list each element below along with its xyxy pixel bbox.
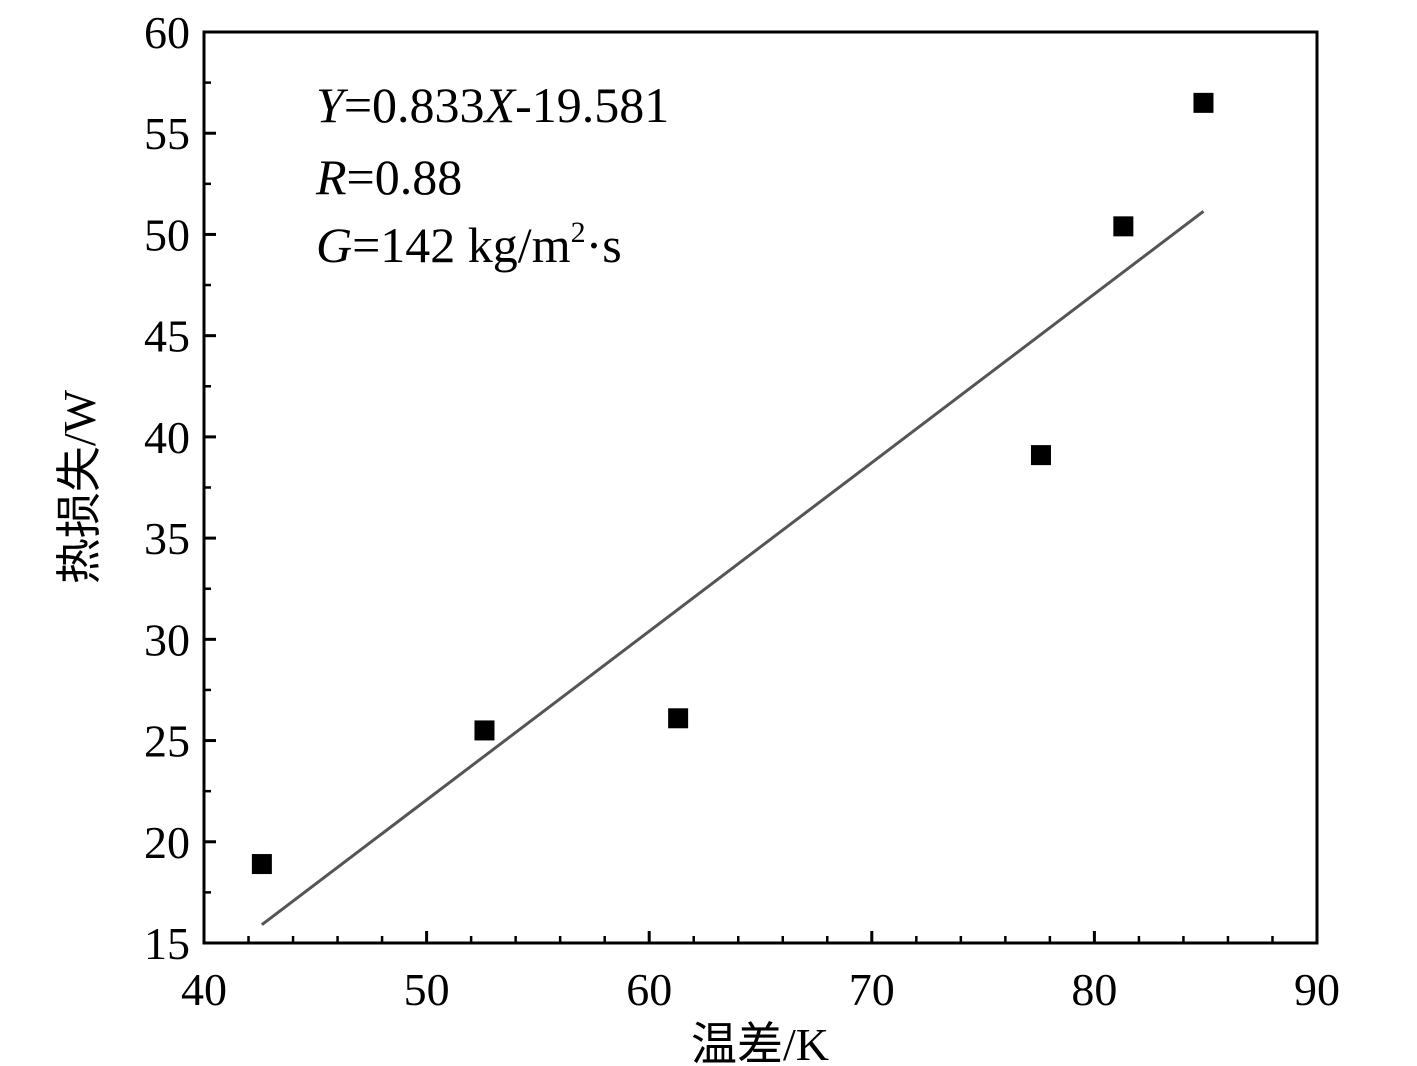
y-tick-label: 15: [144, 918, 190, 969]
x-tick-label: 80: [1071, 964, 1117, 1015]
x-tick-label: 70: [849, 964, 895, 1015]
equation-part-2: -19.581: [515, 77, 669, 133]
minor-ticks: [204, 81, 1274, 943]
y-tick-label: 35: [144, 513, 190, 564]
y-axis-title: 热损失/W: [54, 389, 105, 584]
equation-y-var: Y: [316, 77, 349, 133]
y-tick-label: 50: [144, 209, 190, 260]
data-point: [1193, 92, 1214, 113]
equation-part-1: =0.833: [344, 77, 485, 133]
data-point: [1030, 445, 1051, 466]
g-superscript: 2: [571, 216, 586, 249]
g-var: G: [316, 217, 352, 273]
g-tail: ·s: [586, 217, 622, 273]
y-tick-label: 30: [144, 614, 190, 665]
x-tick-label: 60: [626, 964, 672, 1015]
r-value: =0.88: [347, 149, 463, 205]
y-tick-label: 20: [144, 817, 190, 868]
tick-labels: 40 50 60 70 80 90 15 20 25 30 35 40 45 50 55 60: [144, 7, 1340, 1015]
x-tick-label: 40: [181, 964, 227, 1015]
annotation-g: G=142 kg/m2·s: [316, 216, 622, 273]
g-value: =142 kg/m: [352, 217, 571, 273]
y-tick-label: 25: [144, 716, 190, 767]
x-tick-label: 50: [404, 964, 450, 1015]
data-point: [668, 708, 689, 729]
fit-line: [260, 210, 1205, 926]
data-point: [251, 854, 272, 875]
y-tick-label: 60: [144, 7, 190, 58]
y-tick-label: 40: [144, 412, 190, 463]
data-point: [1113, 216, 1134, 237]
annotation-equation: Y=0.833X-19.581: [316, 77, 669, 133]
equation-x-var: X: [483, 77, 518, 133]
r-var: R: [315, 149, 347, 205]
x-tick-label: 90: [1294, 964, 1340, 1015]
data-points: [251, 92, 1214, 875]
data-point: [474, 720, 495, 741]
x-axis-title: 温差/K: [691, 1019, 829, 1066]
y-tick-label: 45: [144, 311, 190, 362]
y-tick-label: 55: [144, 108, 190, 159]
annotation-r: R=0.88: [315, 149, 462, 205]
plot-frame: [202, 30, 1319, 945]
